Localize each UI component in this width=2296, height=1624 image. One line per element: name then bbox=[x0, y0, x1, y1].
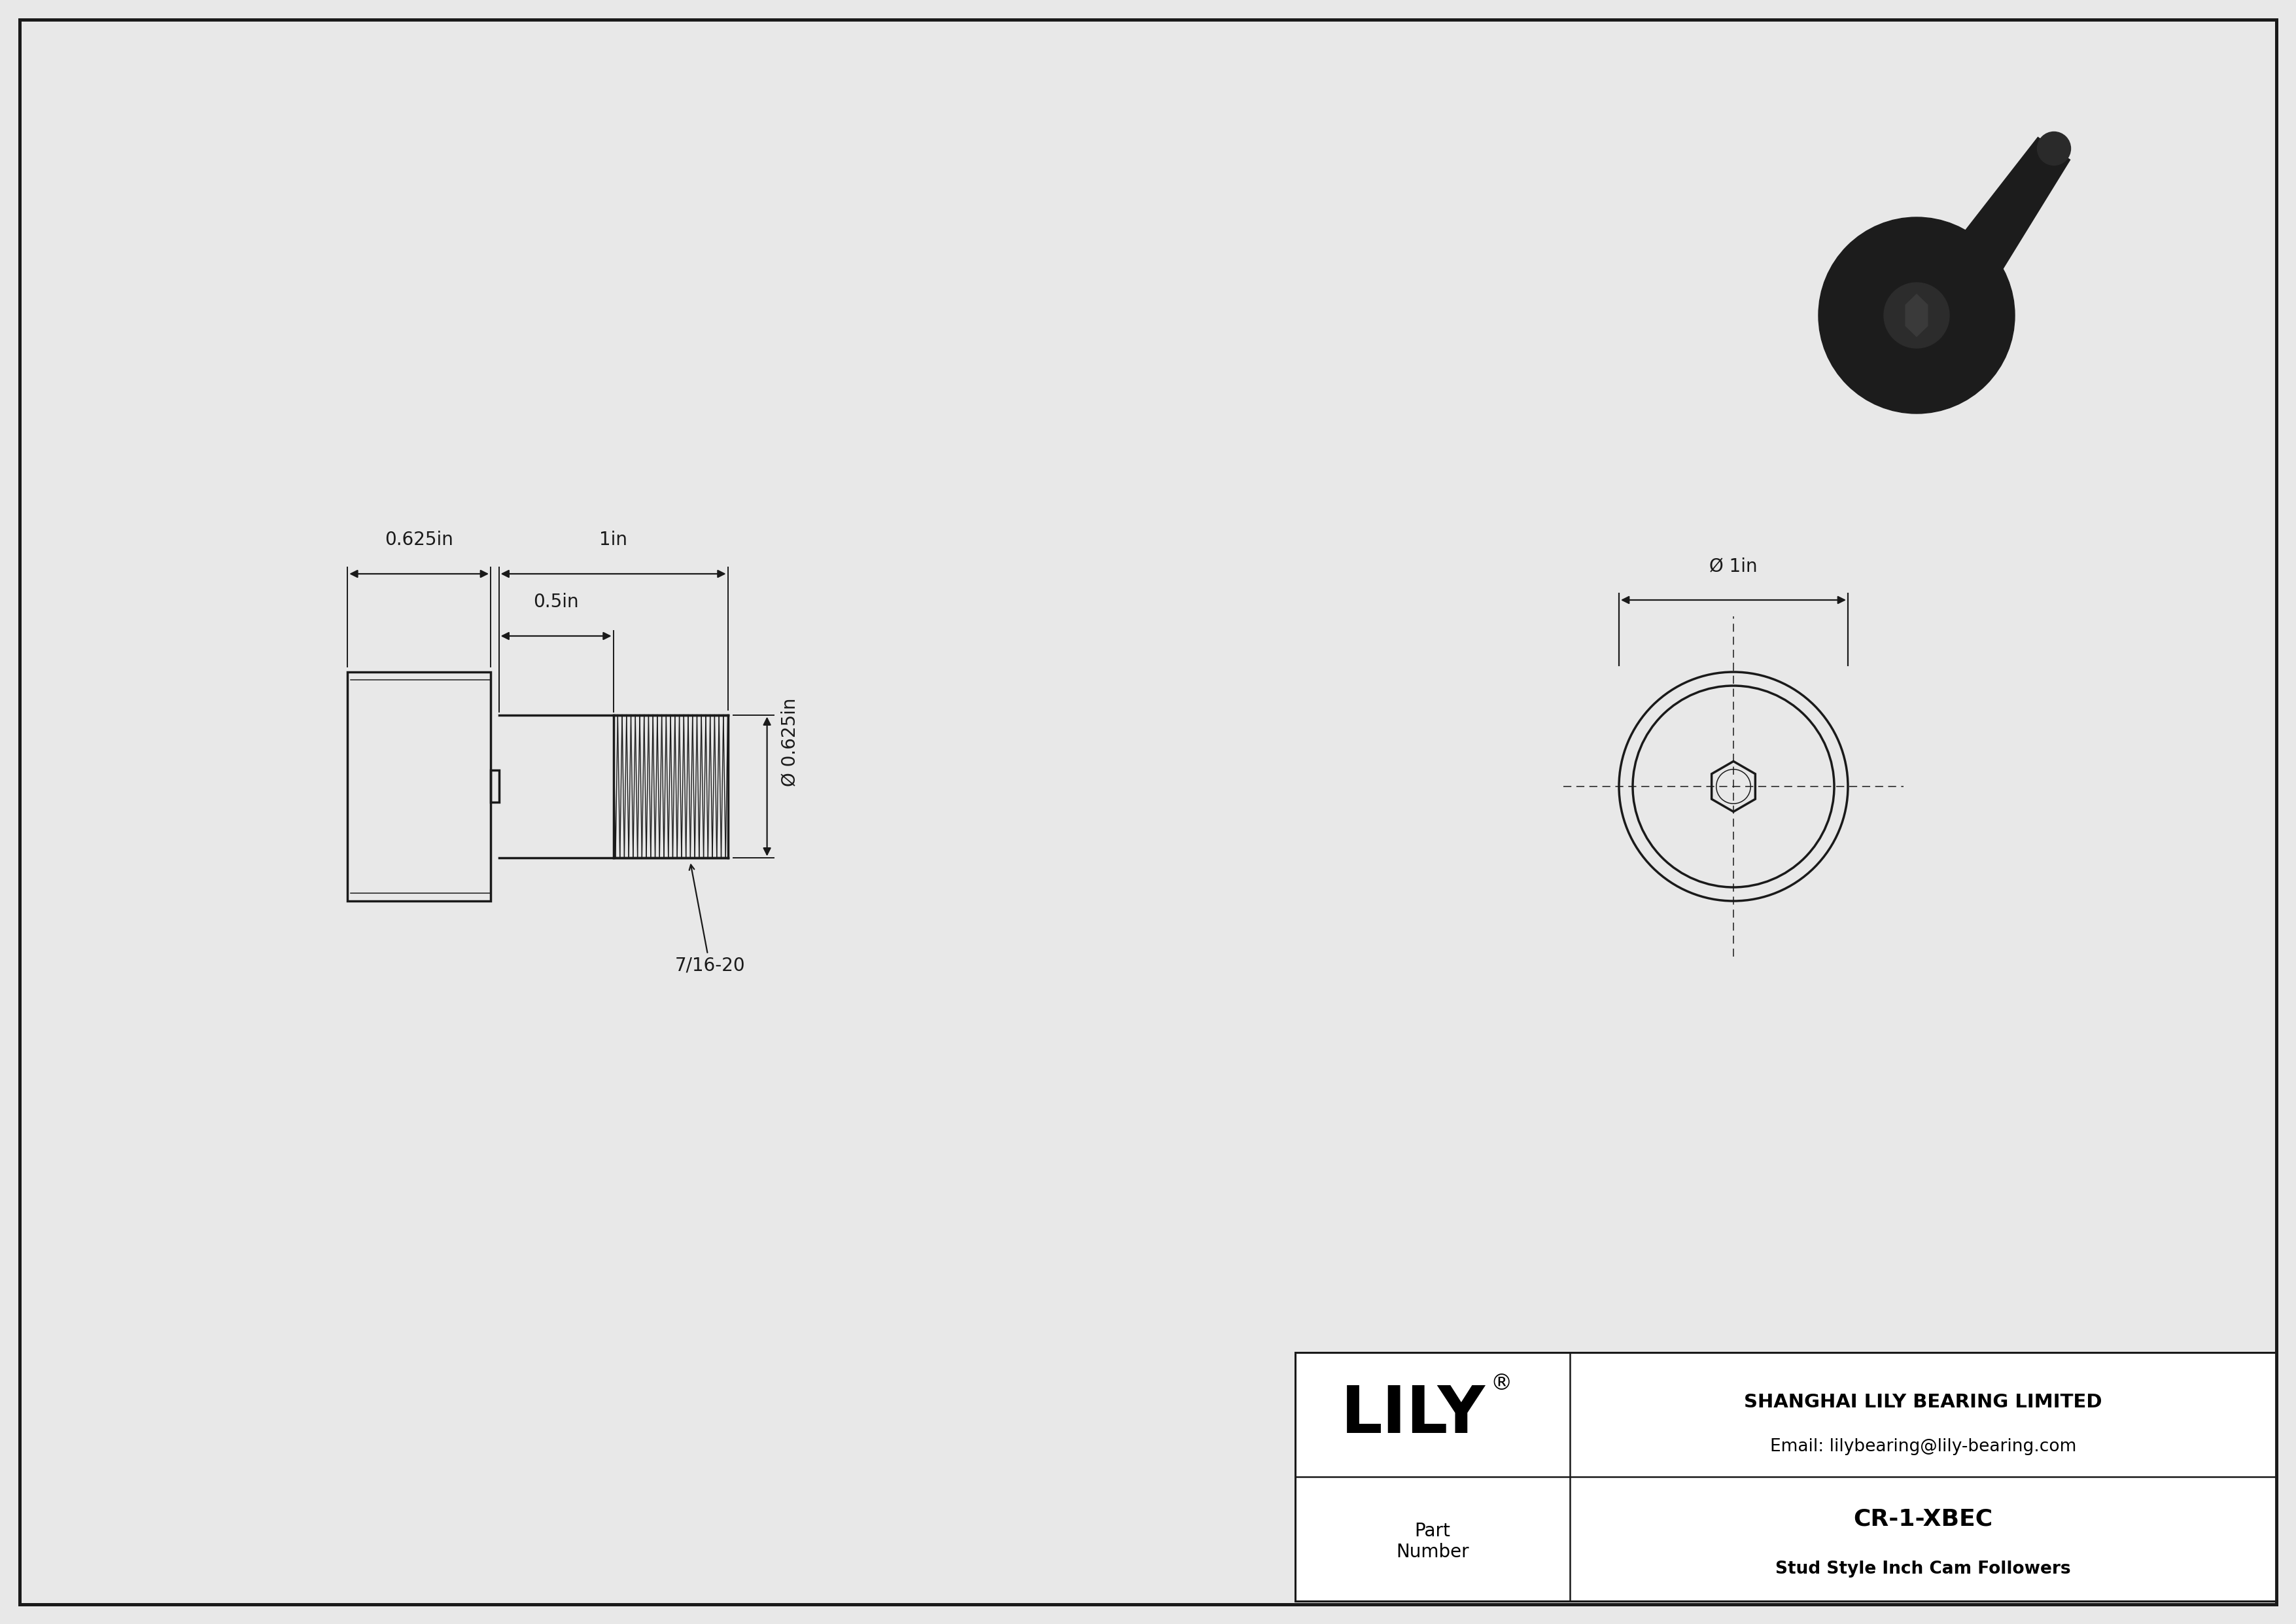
Text: Ø 1in: Ø 1in bbox=[1708, 557, 1756, 575]
Bar bbox=[1295, 1353, 2275, 1601]
Polygon shape bbox=[1906, 294, 1926, 336]
Text: ®: ® bbox=[1490, 1372, 1513, 1393]
Text: 0.625in: 0.625in bbox=[386, 531, 452, 549]
Text: SHANGHAI LILY BEARING LIMITED: SHANGHAI LILY BEARING LIMITED bbox=[1745, 1393, 2103, 1411]
Bar bbox=[1295, 1353, 2275, 1601]
Text: LILY: LILY bbox=[1341, 1384, 1486, 1447]
Polygon shape bbox=[1949, 138, 2071, 283]
Polygon shape bbox=[1906, 294, 1926, 336]
Text: 7/16-20: 7/16-20 bbox=[675, 864, 744, 974]
Text: Email: lilybearing@lily-bearing.com: Email: lilybearing@lily-bearing.com bbox=[1770, 1439, 2076, 1455]
Circle shape bbox=[1885, 283, 1949, 348]
Circle shape bbox=[1818, 218, 2014, 414]
Text: CR-1-XBEC: CR-1-XBEC bbox=[1853, 1509, 1993, 1530]
Text: Stud Style Inch Cam Followers: Stud Style Inch Cam Followers bbox=[1775, 1561, 2071, 1577]
Text: Ø 0.625in: Ø 0.625in bbox=[781, 698, 799, 786]
Text: 1in: 1in bbox=[599, 531, 627, 549]
Text: 0.5in: 0.5in bbox=[533, 593, 579, 611]
Circle shape bbox=[2037, 132, 2071, 166]
Text: Part
Number: Part Number bbox=[1396, 1522, 1469, 1561]
Bar bbox=[347, 672, 491, 901]
Bar bbox=[491, 770, 498, 802]
